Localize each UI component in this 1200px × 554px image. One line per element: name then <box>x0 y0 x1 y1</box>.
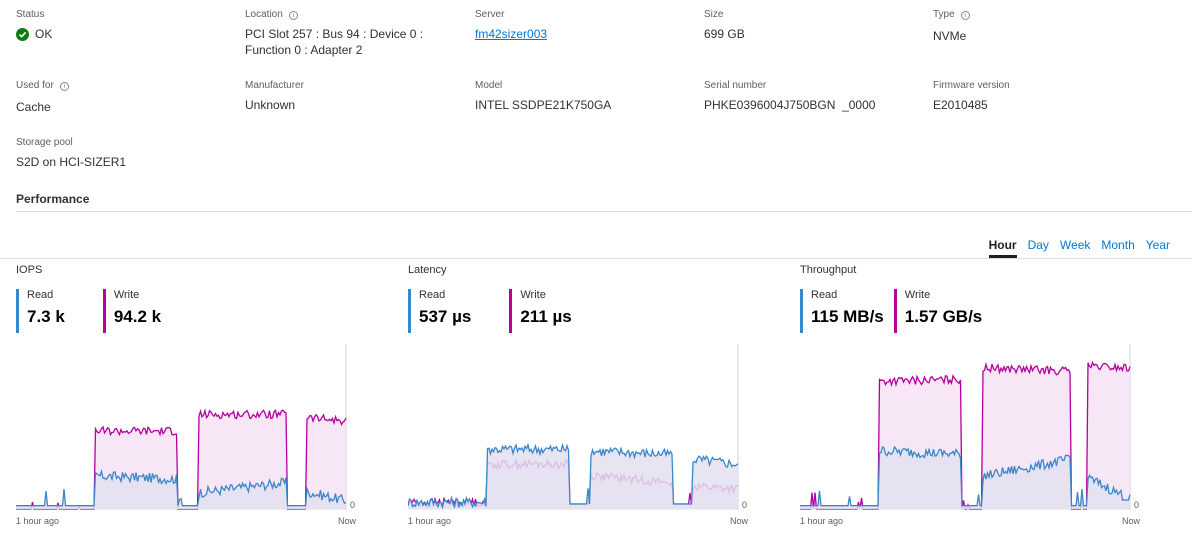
model-value: INTEL SSDPE21K750GA <box>475 98 612 112</box>
chart-latency: Latency Read 537 µs Write 211 µs 0 1 hou… <box>408 264 768 544</box>
metric-read-label: Read <box>27 289 54 301</box>
storage-pool-label: Storage pool <box>16 137 73 148</box>
location-label: Location <box>245 9 283 20</box>
metric-read: Read 537 µs <box>408 289 471 333</box>
server-link[interactable]: fm42sizer003 <box>475 27 548 41</box>
prop-serial: Serial number PHKE0396004J750BGN _0000 <box>704 79 875 113</box>
metric-read-label: Read <box>419 289 446 301</box>
prop-firmware: Firmware version E2010485 <box>933 79 1010 113</box>
x-axis-end: Now <box>1121 516 1140 526</box>
time-range-tabs: Hour Day Week Month Year <box>988 238 1170 258</box>
prop-used-for: Used for i Cache <box>16 79 69 115</box>
metric-write-label: Write <box>113 289 140 301</box>
x-axis-end: Now <box>337 516 356 526</box>
metric-write-label: Write <box>520 289 546 301</box>
metric-write: Write 211 µs <box>509 289 572 333</box>
prop-size: Size 699 GB <box>704 8 745 42</box>
metric-write: Write 94.2 k <box>102 289 162 333</box>
tab-month[interactable]: Month <box>1101 238 1135 252</box>
performance-title: Performance <box>16 192 90 206</box>
location-value-line2: Function 0 : Adapter 2 <box>245 43 363 57</box>
metric-write-value: 1.57 GB/s <box>904 307 983 326</box>
prop-manufacturer: Manufacturer Unknown <box>245 79 304 113</box>
section-divider <box>16 211 1192 212</box>
chart-iops: IOPS Read 7.3 k Write 94.2 k 0 1 hour ag… <box>16 264 376 544</box>
type-label: Type <box>933 9 955 20</box>
type-value: NVMe <box>933 29 967 43</box>
model-label: Model <box>475 80 503 91</box>
tab-day[interactable]: Day <box>1027 238 1049 252</box>
metric-write-value: 94.2 k <box>113 307 162 326</box>
iops-area-chart[interactable] <box>16 344 348 512</box>
tabs-divider <box>0 258 1192 259</box>
chart-title: Latency <box>408 264 447 276</box>
used-for-label: Used for <box>16 80 54 91</box>
x-axis-start: 1 hour ago <box>800 516 844 526</box>
metric-read-value: 537 µs <box>419 307 472 326</box>
prop-status: Status OK <box>16 8 52 42</box>
metric-read-value: 115 MB/s <box>811 307 884 326</box>
size-label: Size <box>704 9 724 20</box>
y-axis-zero: 0 <box>1134 500 1140 510</box>
chart-title: IOPS <box>16 264 43 276</box>
latency-area-chart[interactable] <box>408 344 740 512</box>
size-value: 699 GB <box>704 27 745 41</box>
prop-model: Model INTEL SSDPE21K750GA <box>475 79 611 113</box>
metric-write-label: Write <box>904 289 931 301</box>
manufacturer-label: Manufacturer <box>245 80 304 91</box>
chart-throughput: Throughput Read 115 MB/s Write 1.57 GB/s… <box>800 264 1160 544</box>
status-value: OK <box>35 27 53 41</box>
x-axis-start: 1 hour ago <box>16 516 60 526</box>
prop-storage-pool: Storage pool S2D on HCI-SIZER1 <box>16 136 126 170</box>
metric-write: Write 1.57 GB/s <box>893 289 983 333</box>
x-axis-end: Now <box>729 516 748 526</box>
used-for-value: Cache <box>16 100 51 114</box>
tab-week[interactable]: Week <box>1059 238 1091 252</box>
server-label: Server <box>475 9 505 20</box>
y-axis-zero: 0 <box>350 500 356 510</box>
prop-server: Server fm42sizer003 <box>475 8 547 42</box>
throughput-area-chart[interactable] <box>800 344 1132 512</box>
metric-read: Read 115 MB/s <box>800 289 884 333</box>
serial-label: Serial number <box>704 80 767 91</box>
storage-pool-value: S2D on HCI-SIZER1 <box>16 155 127 169</box>
chart-title: Throughput <box>800 264 857 276</box>
location-value-line1: PCI Slot 257 : Bus 94 : Device 0 : <box>245 27 424 41</box>
metric-write-value: 211 µs <box>520 307 572 326</box>
firmware-label: Firmware version <box>933 80 1010 91</box>
prop-type: Type i NVMe <box>933 8 970 44</box>
info-icon[interactable]: i <box>288 10 298 20</box>
x-axis-start: 1 hour ago <box>408 516 452 526</box>
y-axis-zero: 0 <box>742 500 748 510</box>
tab-year[interactable]: Year <box>1145 238 1170 252</box>
info-icon[interactable]: i <box>960 10 970 20</box>
manufacturer-value: Unknown <box>245 98 296 112</box>
status-label: Status <box>16 9 45 20</box>
prop-location: Location i PCI Slot 257 : Bus 94 : Device… <box>245 8 423 58</box>
check-circle-icon <box>16 27 29 41</box>
firmware-value: E2010485 <box>933 98 988 112</box>
serial-value: PHKE0396004J750BGN _0000 <box>704 98 876 112</box>
metric-read: Read 7.3 k <box>16 289 65 333</box>
info-icon[interactable]: i <box>59 81 69 91</box>
metric-read-value: 7.3 k <box>27 307 65 326</box>
tab-hour[interactable]: Hour <box>988 238 1017 258</box>
metric-read-label: Read <box>811 289 838 301</box>
